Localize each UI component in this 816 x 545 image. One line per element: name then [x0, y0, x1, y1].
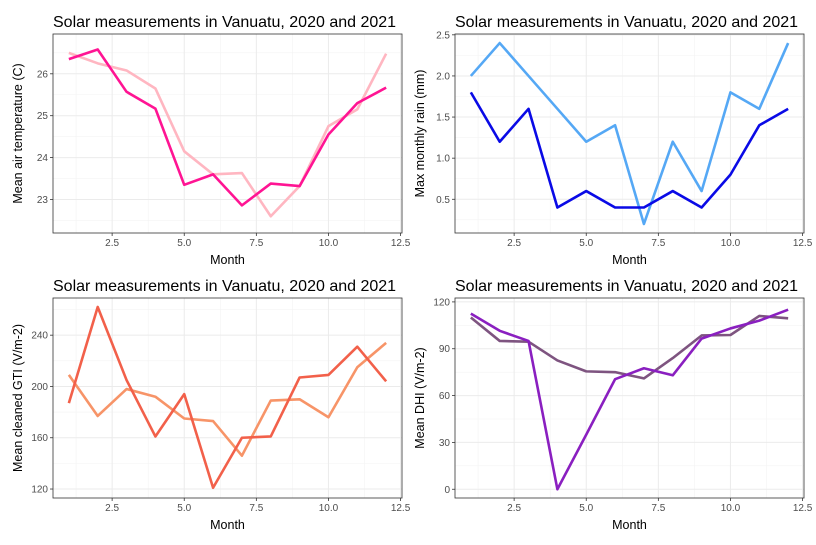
- y-tick-label: 90: [439, 344, 451, 355]
- y-axis-label: Mean cleaned GTI (V/m-2): [11, 324, 25, 472]
- series-line-2021-dhi: [470, 308, 789, 491]
- y-axis-label: Mean air temperature (C): [11, 63, 25, 203]
- panel-monthly-rain: 2.5 5.0 7.5 10.0 12.5 0.5 1.0 1.5 2.0 2.5 Solar me…: [413, 14, 813, 267]
- x-tick-label: 7.5: [249, 238, 263, 249]
- panel-border: [454, 297, 805, 499]
- x-tick-label: 7.5: [651, 238, 665, 249]
- panel-border: [52, 297, 403, 499]
- y-tick-label: 2.5: [436, 30, 450, 41]
- y-tick-label: 24: [37, 153, 49, 164]
- panel-border: [454, 33, 805, 234]
- panel-border: [52, 33, 403, 234]
- x-tick-label: 5.0: [579, 238, 593, 249]
- x-tick-label: 7.5: [651, 503, 665, 514]
- y-tick-label: 240: [31, 331, 48, 342]
- y-tick-label: 0.5: [436, 195, 450, 206]
- series-line-2020-cleaned-gti: [67, 341, 387, 457]
- x-tick-label: 12.5: [391, 503, 411, 514]
- panel-air-temperature: 2.5 5.0 7.5 10.0 12.5 23 24 25 26 Solar measureme…: [11, 14, 411, 267]
- x-tick-label: 2.5: [507, 238, 521, 249]
- y-tick-label: 120: [31, 485, 48, 496]
- y-axis-label: Max monthly rain (mm): [413, 70, 427, 198]
- x-axis-label: Month: [612, 253, 647, 267]
- x-tick-label: 10.0: [319, 238, 339, 249]
- x-tick-label: 2.5: [105, 503, 119, 514]
- x-tick-label: 12.5: [793, 503, 813, 514]
- y-tick-label: 25: [37, 111, 49, 122]
- x-tick-label: 2.5: [105, 238, 119, 249]
- x-tick-label: 12.5: [391, 238, 411, 249]
- x-tick-label: 2.5: [507, 503, 521, 514]
- chart-title: Solar measurements in Vanuatu, 2020 and …: [455, 14, 798, 31]
- x-tick-label: 5.0: [177, 503, 191, 514]
- series-line-2020-dhi: [470, 314, 789, 380]
- panel-cleaned-gti: 2.5 5.0 7.5 10.0 12.5 120 160 200 240 Solar measu…: [11, 278, 411, 532]
- y-tick-label: 160: [31, 433, 48, 444]
- x-tick-label: 7.5: [249, 503, 263, 514]
- y-tick-label: 23: [37, 195, 49, 206]
- chart-title: Solar measurements in Vanuatu, 2020 and …: [53, 278, 396, 295]
- chart-title: Solar measurements in Vanuatu, 2020 and …: [53, 14, 396, 31]
- y-tick-label: 1.0: [436, 154, 450, 165]
- y-tick-label: 2.0: [436, 71, 450, 82]
- x-tick-label: 5.0: [177, 238, 191, 249]
- y-tick-label: 60: [439, 391, 451, 402]
- series-line-2021-air-temperature: [68, 48, 387, 207]
- series-line-2021-monthly-rain: [469, 91, 789, 209]
- y-tick-label: 0: [444, 485, 450, 496]
- y-tick-label: 30: [439, 438, 451, 449]
- chart-title: Solar measurements in Vanuatu, 2020 and …: [455, 278, 798, 295]
- y-tick-label: 200: [31, 382, 48, 393]
- x-tick-label: 5.0: [579, 503, 593, 514]
- x-axis-label: Month: [612, 518, 647, 532]
- panel-dhi: 2.5 5.0 7.5 10.0 12.5 0 30 60 90 120 Solar measure…: [413, 278, 813, 532]
- x-tick-label: 10.0: [721, 238, 741, 249]
- series-line-2020-monthly-rain: [469, 41, 790, 226]
- series-line-2020-air-temperature: [68, 51, 388, 218]
- x-tick-label: 10.0: [721, 503, 741, 514]
- series-line-2021-cleaned-gti: [67, 305, 388, 490]
- x-axis-label: Month: [210, 253, 245, 267]
- x-axis-label: Month: [210, 518, 245, 532]
- y-tick-label: 26: [37, 69, 49, 80]
- y-tick-label: 1.5: [436, 113, 450, 124]
- y-axis-label: Mean DHI (V/m-2): [413, 347, 427, 448]
- y-tick-label: 120: [433, 297, 450, 308]
- x-tick-label: 12.5: [793, 238, 813, 249]
- x-tick-label: 10.0: [319, 503, 339, 514]
